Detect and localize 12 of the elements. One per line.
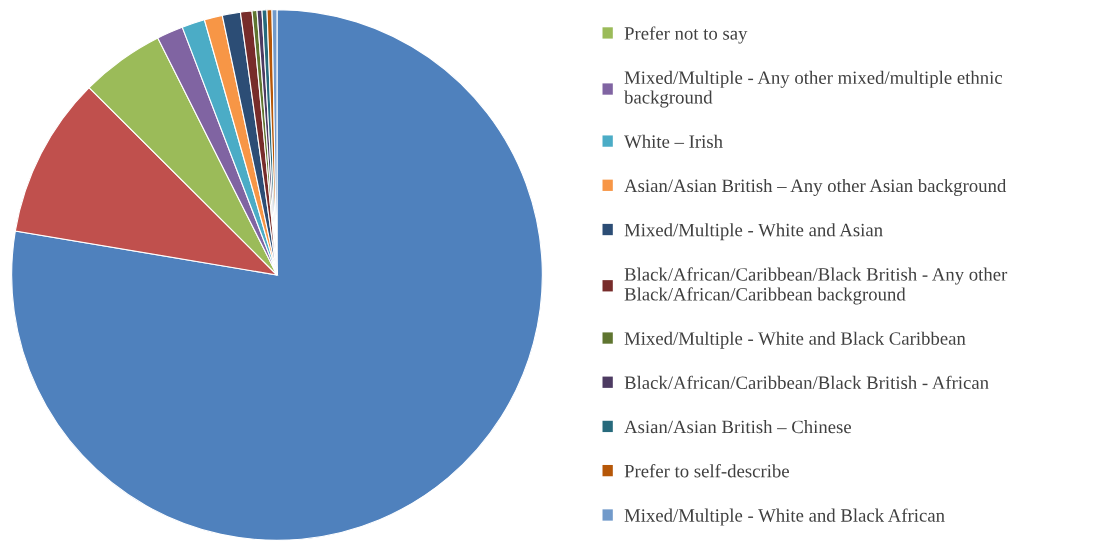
legend-label: Mixed/Multiple - White and Black African [624,508,945,526]
legend-label: Black/African/Caribbean/Black British - Any other Black/African/Caribbean background [624,267,1008,305]
pie-slice [11,9,543,541]
legend-label: Mixed/Multiple - White and Black Caribbean [624,331,966,349]
legend-label: Mixed/Multiple - Any other mixed/multiple ethnic background [624,70,1003,108]
legend-label: Asian/Asian British – Any other Asian background [624,178,1007,196]
legend-label: Black/African/Caribbean/Black British - African [624,375,989,390]
legend-label: White – Irish [624,134,723,149]
legend-label: Prefer not to say [624,26,748,44]
legend-label: Mixed/Multiple - White and Asian [624,223,883,241]
legend-label: Prefer to self-describe [624,464,789,478]
legend-label: Asian/Asian British – Chinese [624,420,851,434]
